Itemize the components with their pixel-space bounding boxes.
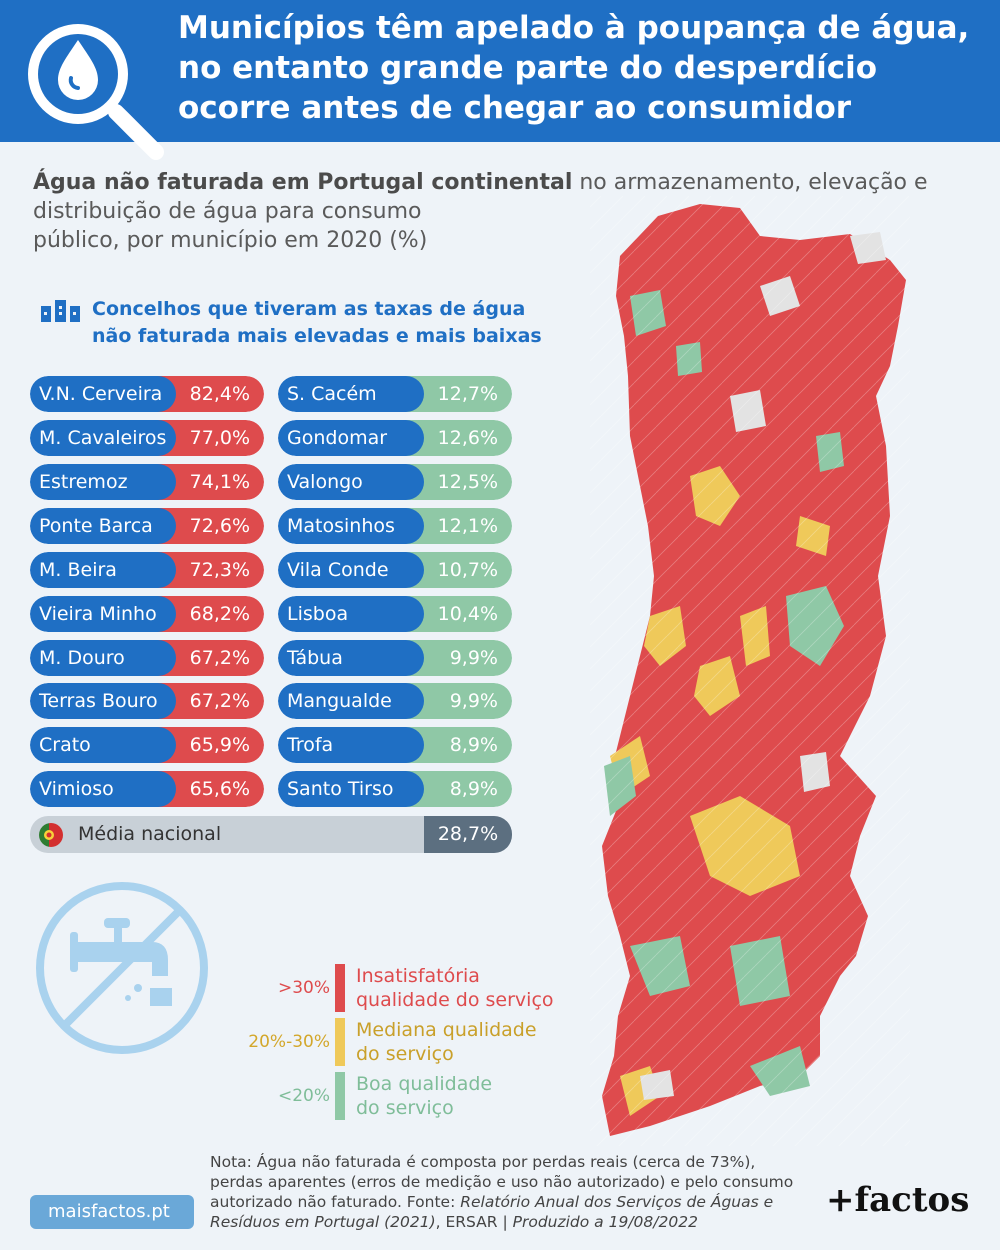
list-item: Tábua 9,9%: [278, 640, 512, 676]
legend-line2: do serviço: [356, 1043, 454, 1065]
list-item: Vimioso 65,6%: [30, 771, 264, 807]
item-value: 65,9%: [158, 727, 264, 763]
legend-swatch: [335, 1018, 345, 1066]
list-item: V.N. Cerveira 82,4%: [30, 376, 264, 412]
item-name: Tábua: [278, 640, 424, 676]
legend-text: Mediana qualidade do serviço: [356, 1018, 596, 1066]
list-item: Terras Bouro 67,2%: [30, 683, 264, 719]
legend-line2: qualidade do serviço: [356, 989, 554, 1011]
item-value: 10,4%: [406, 596, 512, 632]
brand-logo: +factos: [826, 1180, 970, 1220]
legend-text: Insatisfatória qualidade do serviço: [356, 964, 596, 1012]
item-value: 77,0%: [158, 420, 264, 456]
subtitle: Água não faturada em Portugal continenta…: [33, 168, 933, 255]
national-average-label: Média nacional: [78, 823, 222, 845]
list-item: M. Douro 67,2%: [30, 640, 264, 676]
list-item: Vila Conde 10,7%: [278, 552, 512, 588]
chart-icon: [41, 300, 80, 322]
footnote: Nota: Água não faturada é composta por p…: [210, 1152, 810, 1232]
list-item: Santo Tirso 8,9%: [278, 771, 512, 807]
legend-line1: Mediana qualidade: [356, 1019, 537, 1041]
legend-line1: Boa qualidade: [356, 1073, 493, 1095]
list-item: Matosinhos 12,1%: [278, 508, 512, 544]
item-name: M. Beira: [30, 552, 176, 588]
subtitle-rest-1: no armazenamento, elevação e: [572, 170, 928, 195]
legend-swatch: [335, 964, 345, 1012]
list-item: S. Cacém 12,7%: [278, 376, 512, 412]
national-average: Média nacional 28,7%: [30, 816, 512, 853]
page-title: Municípios têm apelado à poupança de águ…: [178, 10, 970, 126]
legend-item-medium: 20%-30% Mediana qualidade do serviço: [230, 1018, 590, 1070]
national-average-value: 28,7%: [424, 816, 512, 853]
legend-range: <20%: [277, 1086, 330, 1106]
subtitle-rest-2: distribuição de água para consumo: [33, 199, 422, 224]
footnote-produced: Produzido a 19/08/2022: [512, 1213, 698, 1231]
ranking-heading-line2: não faturada mais elevadas e mais baixas: [92, 325, 542, 347]
item-name: V.N. Cerveira: [30, 376, 176, 412]
list-item: Crato 65,9%: [30, 727, 264, 763]
item-value: 72,3%: [158, 552, 264, 588]
list-item: M. Cavaleiros 77,0%: [30, 420, 264, 456]
list-item: Valongo 12,5%: [278, 464, 512, 500]
item-value: 10,7%: [406, 552, 512, 588]
list-item: Mangualde 9,9%: [278, 683, 512, 719]
list-item: Ponte Barca 72,6%: [30, 508, 264, 544]
footnote-text-2: , ERSAR |: [435, 1213, 513, 1231]
legend-text: Boa qualidade do serviço: [356, 1072, 596, 1120]
item-name: Mangualde: [278, 683, 424, 719]
item-name: Gondomar: [278, 420, 424, 456]
legend-range: 20%-30%: [248, 1032, 330, 1052]
item-name: Terras Bouro: [30, 683, 176, 719]
item-name: S. Cacém: [278, 376, 424, 412]
item-name: Ponte Barca: [30, 508, 176, 544]
list-item: Estremoz 74,1%: [30, 464, 264, 500]
item-name: Vieira Minho: [30, 596, 176, 632]
ranking-heading-line1: Concelhos que tiveram as taxas de água: [92, 298, 526, 320]
item-name: Crato: [30, 727, 176, 763]
legend-line1: Insatisfatória: [356, 965, 480, 987]
portugal-flag-icon: [39, 823, 63, 847]
subtitle-bold: Água não faturada em Portugal continenta…: [33, 170, 573, 195]
item-name: Vimioso: [30, 771, 176, 807]
item-name: Matosinhos: [278, 508, 424, 544]
legend-line2: do serviço: [356, 1097, 454, 1119]
portugal-map: [590, 196, 910, 1150]
legend-range: >30%: [277, 978, 330, 998]
item-name: Vila Conde: [278, 552, 424, 588]
footnote-source: Relatório Anual dos Serviços de Águas e …: [210, 1193, 774, 1231]
site-link[interactable]: maisfactos.pt: [30, 1195, 194, 1229]
item-name: M. Douro: [30, 640, 176, 676]
item-name: Santo Tirso: [278, 771, 424, 807]
item-name: Trofa: [278, 727, 424, 763]
item-value: 12,6%: [406, 420, 512, 456]
legend-item-high: >30% Insatisfatória qualidade do serviço: [230, 964, 590, 1016]
item-name: Lisboa: [278, 596, 424, 632]
item-value: 8,9%: [406, 727, 512, 763]
item-name: Estremoz: [30, 464, 176, 500]
footnote-text: Nota: Água não faturada é composta por p…: [210, 1153, 794, 1211]
no-tap-icon: [34, 880, 210, 1060]
item-value: 67,2%: [158, 683, 264, 719]
item-name: M. Cavaleiros: [30, 420, 176, 456]
item-value: 12,1%: [406, 508, 512, 544]
legend-swatch: [335, 1072, 345, 1120]
subtitle-rest-3: público, por município em 2020 (%): [33, 228, 428, 253]
header-banner: Municípios têm apelado à poupança de águ…: [0, 0, 1000, 160]
list-item: Gondomar 12,6%: [278, 420, 512, 456]
list-item: Vieira Minho 68,2%: [30, 596, 264, 632]
list-item: M. Beira 72,3%: [30, 552, 264, 588]
item-value: 12,5%: [406, 464, 512, 500]
list-item: Trofa 8,9%: [278, 727, 512, 763]
legend-item-low: <20% Boa qualidade do serviço: [230, 1072, 590, 1124]
list-item: Lisboa 10,4%: [278, 596, 512, 632]
item-name: Valongo: [278, 464, 424, 500]
water-drop-search-icon: [16, 12, 166, 166]
